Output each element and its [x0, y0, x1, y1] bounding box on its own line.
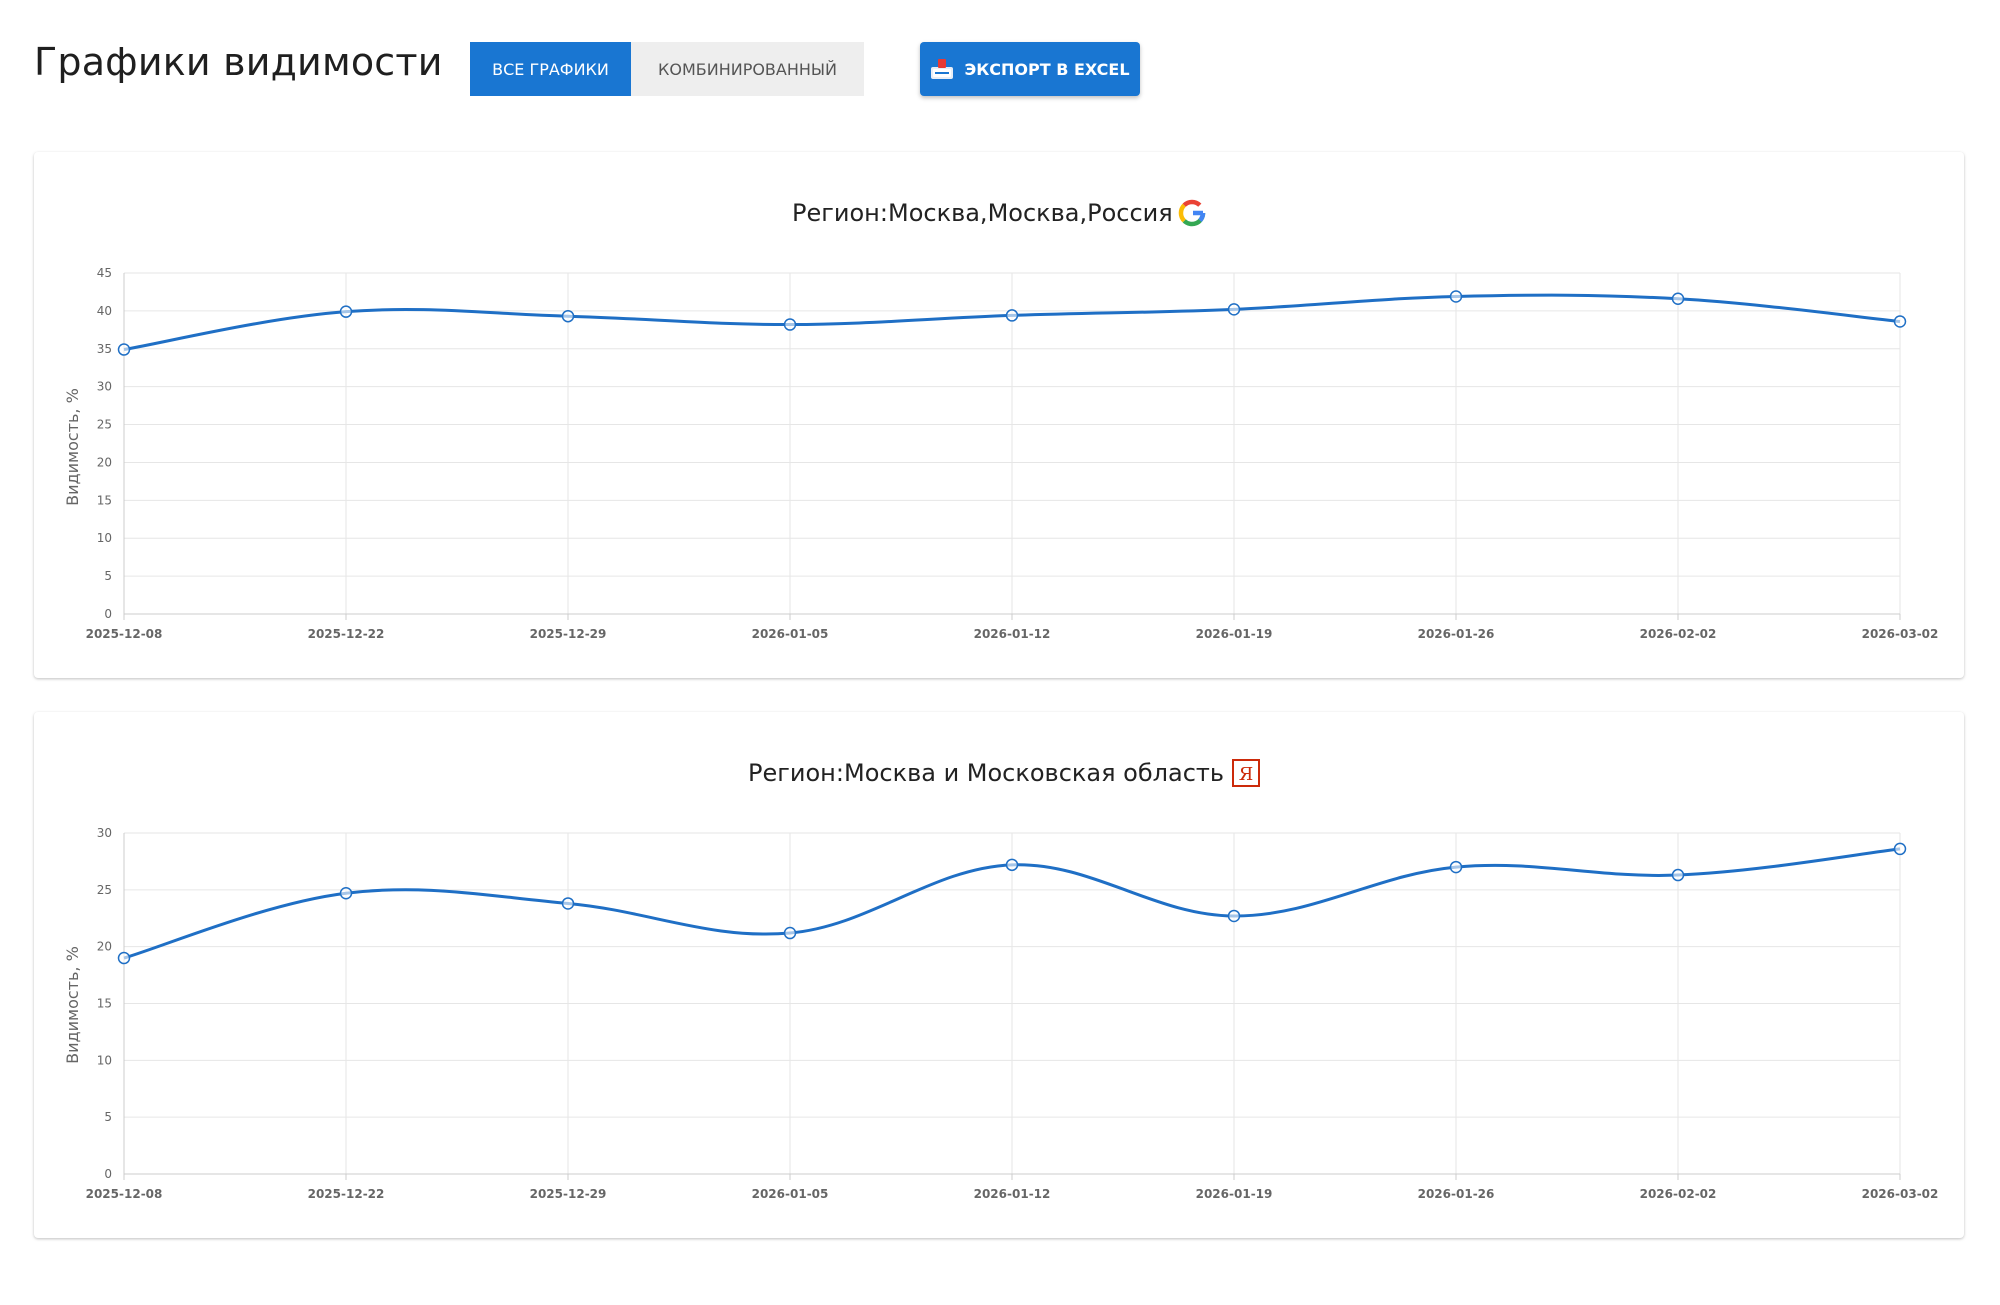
x-tick-label: 2026-01-19 — [1196, 627, 1273, 641]
export-label: Экспорт в Excel — [964, 59, 1130, 79]
data-point[interactable] — [1005, 309, 1019, 322]
google-icon — [1178, 199, 1206, 227]
y-tick-label: 25 — [97, 418, 112, 432]
y-tick-label: 0 — [104, 1167, 112, 1181]
data-point[interactable] — [1005, 858, 1019, 872]
y-tick-label: 5 — [104, 1110, 112, 1124]
y-tick-label: 5 — [104, 569, 112, 583]
data-point[interactable] — [1227, 909, 1241, 923]
x-tick-label: 2026-02-02 — [1640, 1187, 1717, 1201]
view-switch: Все графики Комбинированный — [470, 42, 864, 96]
x-tick-label: 2026-01-12 — [974, 627, 1051, 641]
excel-export-icon — [931, 59, 954, 79]
x-tick-label: 2025-12-29 — [530, 627, 607, 641]
x-tick-label: 2025-12-08 — [86, 1187, 163, 1201]
y-tick-label: 30 — [97, 380, 112, 394]
x-tick-label: 2025-12-22 — [308, 1187, 385, 1201]
chart-google: Регион: Москва,Москва,Россия Видимость, … — [63, 199, 1939, 641]
data-point[interactable] — [1449, 860, 1463, 874]
y-axis-label: Видимость, % — [63, 388, 82, 506]
y-tick-label: 10 — [97, 531, 112, 545]
y-tick-label: 35 — [97, 342, 112, 356]
data-point[interactable] — [1449, 290, 1463, 303]
y-tick-label: 45 — [97, 266, 112, 280]
page-title: Графики видимости — [34, 40, 443, 84]
y-tick-label: 40 — [97, 304, 112, 318]
x-tick-label: 2026-02-02 — [1640, 627, 1717, 641]
data-point[interactable] — [1227, 303, 1241, 316]
y-tick-label: 20 — [97, 455, 112, 469]
chart-title-prefix: Регион: — [792, 199, 888, 227]
x-tick-label: 2026-01-05 — [752, 627, 829, 641]
x-tick-label: 2026-03-02 — [1862, 627, 1939, 641]
data-point[interactable] — [1893, 315, 1907, 328]
y-tick-label: 0 — [104, 607, 112, 621]
chart-yandex: Регион: Москва и Московская область Я Ви… — [63, 759, 1939, 1201]
data-point[interactable] — [561, 309, 575, 323]
y-axis-label: Видимость, % — [63, 946, 82, 1064]
x-tick-label: 2026-01-19 — [1196, 1187, 1273, 1201]
data-point[interactable] — [339, 886, 353, 900]
data-point[interactable] — [1671, 292, 1685, 306]
yandex-glyph: Я — [1239, 764, 1254, 785]
tab-all-charts[interactable]: Все графики — [470, 42, 631, 96]
chart-title: Москва и Московская область — [844, 759, 1224, 787]
chart-card-google: Регион: Москва,Москва,Россия Видимость, … — [34, 152, 1964, 678]
x-tick-label: 2025-12-08 — [86, 627, 163, 641]
y-tick-label: 25 — [97, 883, 112, 897]
yandex-icon: Я — [1232, 759, 1260, 787]
data-point[interactable] — [1671, 868, 1685, 882]
data-point[interactable] — [117, 951, 131, 965]
data-point[interactable] — [117, 343, 131, 356]
chart-title: Москва,Москва,Россия — [888, 199, 1173, 227]
export-excel-button[interactable]: Экспорт в Excel — [920, 42, 1140, 96]
y-tick-label: 15 — [97, 997, 112, 1011]
x-tick-label: 2026-01-12 — [974, 1187, 1051, 1201]
x-tick-label: 2026-03-02 — [1862, 1187, 1939, 1201]
data-point[interactable] — [783, 318, 797, 331]
x-tick-label: 2026-01-05 — [752, 1187, 829, 1201]
data-point[interactable] — [783, 926, 797, 940]
data-point[interactable] — [339, 305, 353, 318]
x-tick-label: 2025-12-29 — [530, 1187, 607, 1201]
y-tick-label: 15 — [97, 493, 112, 507]
x-tick-label: 2025-12-22 — [308, 627, 385, 641]
y-tick-label: 20 — [97, 940, 112, 954]
toolbar: Графики видимости Все графики Комбиниров… — [0, 0, 2000, 140]
chart-card-yandex: Регион: Москва и Московская область Я Ви… — [34, 712, 1964, 1238]
chart-title-prefix: Регион: — [748, 759, 844, 787]
tab-combined[interactable]: Комбинированный — [631, 42, 864, 96]
data-point[interactable] — [1893, 842, 1907, 856]
y-tick-label: 10 — [97, 1053, 112, 1067]
x-tick-label: 2026-01-26 — [1418, 627, 1495, 641]
x-tick-label: 2026-01-26 — [1418, 1187, 1495, 1201]
data-point[interactable] — [561, 897, 575, 910]
y-tick-label: 30 — [97, 826, 112, 840]
